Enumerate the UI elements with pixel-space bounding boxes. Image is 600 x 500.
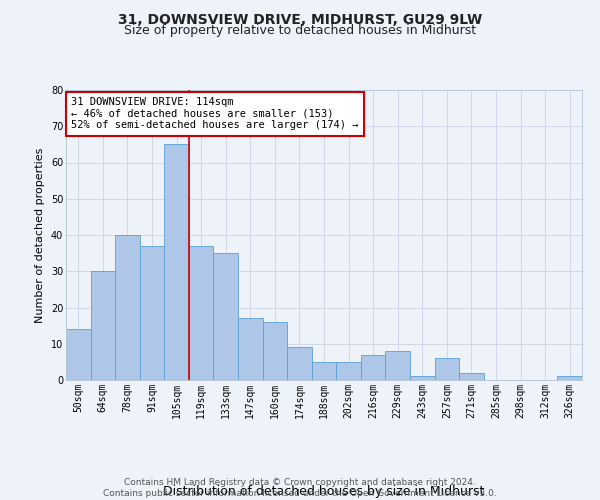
Bar xyxy=(557,376,582,380)
Bar xyxy=(361,354,385,380)
Bar xyxy=(164,144,189,380)
Bar xyxy=(410,376,434,380)
Bar xyxy=(91,271,115,380)
Bar xyxy=(140,246,164,380)
Bar xyxy=(115,235,140,380)
Bar xyxy=(336,362,361,380)
Bar xyxy=(263,322,287,380)
Bar xyxy=(189,246,214,380)
Text: Size of property relative to detached houses in Midhurst: Size of property relative to detached ho… xyxy=(124,24,476,37)
Bar xyxy=(66,329,91,380)
Y-axis label: Number of detached properties: Number of detached properties xyxy=(35,148,45,322)
Bar xyxy=(312,362,336,380)
Bar xyxy=(287,348,312,380)
X-axis label: Distribution of detached houses by size in Midhurst: Distribution of detached houses by size … xyxy=(163,484,485,498)
Bar xyxy=(214,253,238,380)
Bar xyxy=(459,373,484,380)
Bar xyxy=(238,318,263,380)
Text: 31 DOWNSVIEW DRIVE: 114sqm
← 46% of detached houses are smaller (153)
52% of sem: 31 DOWNSVIEW DRIVE: 114sqm ← 46% of deta… xyxy=(71,97,359,130)
Bar xyxy=(385,351,410,380)
Bar xyxy=(434,358,459,380)
Text: Contains HM Land Registry data © Crown copyright and database right 2024.
Contai: Contains HM Land Registry data © Crown c… xyxy=(103,478,497,498)
Text: 31, DOWNSVIEW DRIVE, MIDHURST, GU29 9LW: 31, DOWNSVIEW DRIVE, MIDHURST, GU29 9LW xyxy=(118,12,482,26)
